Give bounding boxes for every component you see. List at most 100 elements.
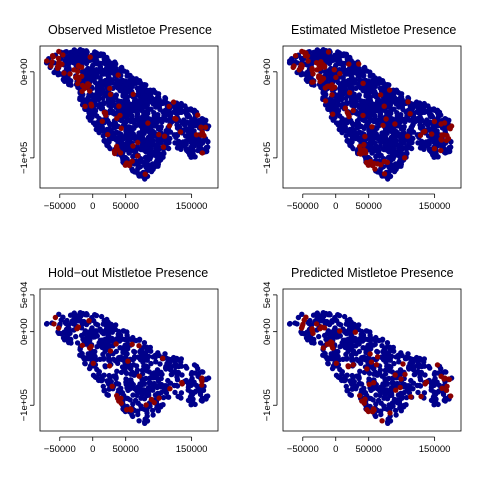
point-absent (148, 106, 154, 112)
point-absent (442, 124, 448, 130)
point-present (429, 131, 435, 137)
point-absent (79, 69, 86, 75)
point-absent (185, 380, 192, 386)
point-absent (112, 59, 118, 65)
point-absent (98, 377, 104, 383)
point-absent (428, 384, 435, 390)
point-absent (174, 377, 181, 383)
point-absent (176, 363, 182, 370)
point-absent (384, 130, 390, 136)
point-absent (166, 360, 173, 367)
point-absent (72, 50, 79, 56)
point-absent (394, 117, 401, 123)
point-present (431, 118, 438, 125)
point-absent (109, 133, 115, 139)
point-absent (407, 355, 413, 362)
point-absent (394, 399, 400, 406)
point-absent (350, 121, 356, 128)
point-present (407, 111, 413, 117)
point-present (346, 113, 352, 120)
point-absent (115, 331, 121, 338)
point-absent (373, 101, 379, 108)
point-absent (390, 403, 396, 409)
point-absent (372, 140, 378, 146)
point-present (331, 67, 337, 73)
point-absent (185, 384, 192, 390)
point-present (303, 314, 309, 320)
point-absent (164, 117, 170, 123)
point-absent (411, 371, 417, 378)
x-axis: −50000 0 50000 150000 (44, 436, 207, 455)
point-absent (98, 328, 105, 334)
point-absent (130, 168, 136, 174)
point-absent (322, 321, 329, 327)
point-absent (380, 356, 386, 362)
point-absent (149, 150, 155, 157)
point-absent (60, 77, 67, 83)
point-absent (149, 136, 155, 143)
scatter-points (286, 47, 455, 182)
point-absent (146, 380, 152, 386)
plot-frame (39, 288, 219, 432)
point-present (321, 325, 328, 331)
point-present (363, 150, 369, 156)
point-present (52, 314, 59, 321)
point-absent (356, 123, 362, 129)
point-absent (122, 105, 128, 111)
point-absent (334, 109, 340, 115)
point-present (125, 358, 131, 364)
point-present (156, 131, 162, 138)
point-absent (144, 88, 150, 95)
point-present (130, 91, 136, 98)
point-present (330, 111, 336, 117)
point-present (136, 373, 142, 379)
point-absent (131, 120, 137, 126)
point-present (177, 129, 184, 135)
x-tick-label: 0 (90, 201, 95, 212)
point-present (345, 364, 352, 370)
point-absent (101, 387, 108, 393)
point-present (88, 101, 94, 107)
point-present (291, 63, 297, 69)
point-absent (416, 118, 422, 124)
point-present (86, 318, 92, 324)
point-present (369, 124, 375, 130)
point-absent (98, 51, 105, 57)
point-present (329, 343, 335, 349)
point-absent (427, 365, 433, 371)
y-tick-label: 0e+00 (262, 318, 273, 345)
point-absent (373, 392, 379, 398)
point-present (333, 360, 339, 366)
point-absent (131, 348, 137, 355)
point-absent (396, 142, 403, 148)
point-absent (114, 368, 120, 374)
point-absent (417, 355, 423, 362)
point-present (392, 121, 398, 127)
point-present (115, 72, 121, 78)
point-absent (392, 150, 398, 157)
point-absent (153, 375, 160, 381)
point-present (381, 103, 387, 109)
point-absent (324, 330, 331, 337)
point-present (113, 341, 119, 347)
point-present (431, 146, 438, 152)
point-absent (387, 345, 393, 351)
point-absent (434, 379, 440, 385)
point-absent (417, 105, 424, 111)
point-absent (393, 354, 399, 360)
point-present (143, 402, 149, 408)
point-absent (55, 70, 62, 76)
y-axis: −1e+05 0e+00 5e+04 (262, 282, 278, 421)
x-tick-label: 0 (333, 201, 338, 212)
point-absent (341, 51, 348, 57)
point-absent (185, 129, 192, 135)
point-present (107, 348, 114, 354)
point-absent (361, 385, 367, 391)
point-absent (148, 168, 155, 175)
x-tick-label: −50000 (287, 444, 319, 455)
point-absent (162, 365, 169, 371)
point-absent (110, 356, 117, 362)
point-absent (337, 344, 343, 350)
point-absent (299, 330, 305, 336)
point-absent (379, 337, 385, 343)
